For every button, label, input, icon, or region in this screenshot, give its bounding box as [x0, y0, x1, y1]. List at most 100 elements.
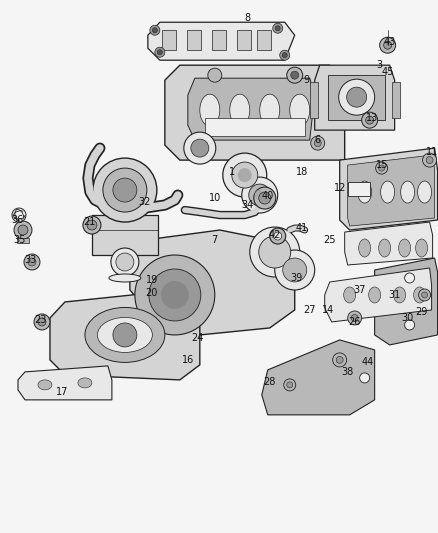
Polygon shape [340, 148, 438, 230]
Circle shape [419, 289, 431, 301]
Circle shape [155, 47, 165, 57]
Circle shape [223, 153, 267, 197]
Text: 17: 17 [56, 387, 68, 397]
Circle shape [376, 162, 388, 174]
Circle shape [150, 25, 160, 35]
Text: 21: 21 [84, 217, 96, 227]
Circle shape [422, 292, 427, 298]
Circle shape [255, 190, 265, 200]
Ellipse shape [399, 239, 410, 257]
Ellipse shape [97, 318, 152, 352]
FancyBboxPatch shape [205, 118, 305, 136]
Circle shape [38, 318, 46, 326]
Polygon shape [165, 65, 345, 160]
Text: 32: 32 [139, 197, 151, 207]
Polygon shape [345, 222, 433, 265]
Text: 14: 14 [321, 305, 334, 315]
Circle shape [348, 311, 362, 325]
Text: 23: 23 [34, 315, 46, 325]
Polygon shape [348, 155, 434, 226]
Ellipse shape [109, 274, 141, 282]
Circle shape [384, 41, 392, 49]
Text: 15: 15 [375, 160, 388, 170]
Polygon shape [130, 230, 295, 335]
Polygon shape [392, 82, 399, 118]
Text: 36: 36 [11, 215, 23, 225]
Circle shape [282, 53, 287, 58]
Circle shape [336, 357, 343, 364]
Circle shape [274, 232, 282, 240]
Circle shape [111, 248, 139, 276]
Ellipse shape [78, 378, 92, 388]
Circle shape [242, 177, 278, 213]
Text: 3: 3 [377, 60, 383, 70]
Circle shape [103, 168, 147, 212]
Circle shape [152, 28, 157, 33]
Text: 10: 10 [208, 193, 221, 203]
Text: 38: 38 [342, 367, 354, 377]
Circle shape [346, 87, 367, 107]
Circle shape [287, 67, 303, 83]
Circle shape [191, 139, 209, 157]
Circle shape [184, 132, 216, 164]
Circle shape [339, 79, 374, 115]
Ellipse shape [416, 239, 427, 257]
Polygon shape [315, 65, 395, 130]
Polygon shape [262, 340, 374, 415]
Ellipse shape [290, 94, 310, 126]
Text: 9: 9 [304, 75, 310, 85]
Circle shape [287, 382, 293, 388]
Text: 6: 6 [314, 135, 321, 145]
Ellipse shape [417, 181, 431, 203]
Ellipse shape [260, 94, 280, 126]
Circle shape [87, 220, 97, 230]
Circle shape [208, 68, 222, 82]
Ellipse shape [85, 308, 165, 362]
Text: 1: 1 [229, 167, 235, 177]
Circle shape [238, 168, 252, 182]
Circle shape [423, 153, 437, 167]
Polygon shape [328, 75, 385, 120]
Ellipse shape [359, 239, 371, 257]
Circle shape [284, 379, 296, 391]
Text: 7: 7 [212, 235, 218, 245]
Circle shape [24, 254, 40, 270]
Circle shape [161, 281, 189, 309]
Text: 25: 25 [323, 235, 336, 245]
Ellipse shape [378, 239, 391, 257]
Circle shape [405, 273, 415, 283]
Circle shape [116, 253, 134, 271]
Ellipse shape [230, 94, 250, 126]
Circle shape [275, 26, 280, 31]
Circle shape [34, 314, 50, 330]
Circle shape [93, 158, 157, 222]
Text: 19: 19 [146, 275, 158, 285]
Text: 31: 31 [389, 290, 401, 300]
Polygon shape [50, 290, 200, 380]
Text: 42: 42 [268, 230, 281, 240]
Polygon shape [188, 78, 315, 140]
Polygon shape [148, 22, 295, 60]
Text: 29: 29 [415, 307, 428, 317]
FancyBboxPatch shape [162, 30, 176, 50]
Circle shape [12, 208, 26, 222]
Circle shape [250, 227, 300, 277]
Circle shape [288, 68, 302, 82]
Circle shape [28, 258, 36, 266]
Circle shape [378, 165, 385, 171]
Circle shape [283, 258, 307, 282]
Polygon shape [92, 215, 158, 255]
FancyBboxPatch shape [17, 238, 29, 243]
FancyBboxPatch shape [348, 182, 370, 196]
Circle shape [360, 373, 370, 383]
Text: 34: 34 [242, 200, 254, 210]
Ellipse shape [369, 287, 381, 303]
Ellipse shape [381, 181, 395, 203]
Ellipse shape [38, 380, 52, 390]
Text: 35: 35 [14, 235, 26, 245]
Text: 37: 37 [353, 285, 366, 295]
Circle shape [149, 269, 201, 321]
Circle shape [259, 192, 271, 204]
Circle shape [291, 71, 299, 79]
Circle shape [83, 216, 101, 234]
